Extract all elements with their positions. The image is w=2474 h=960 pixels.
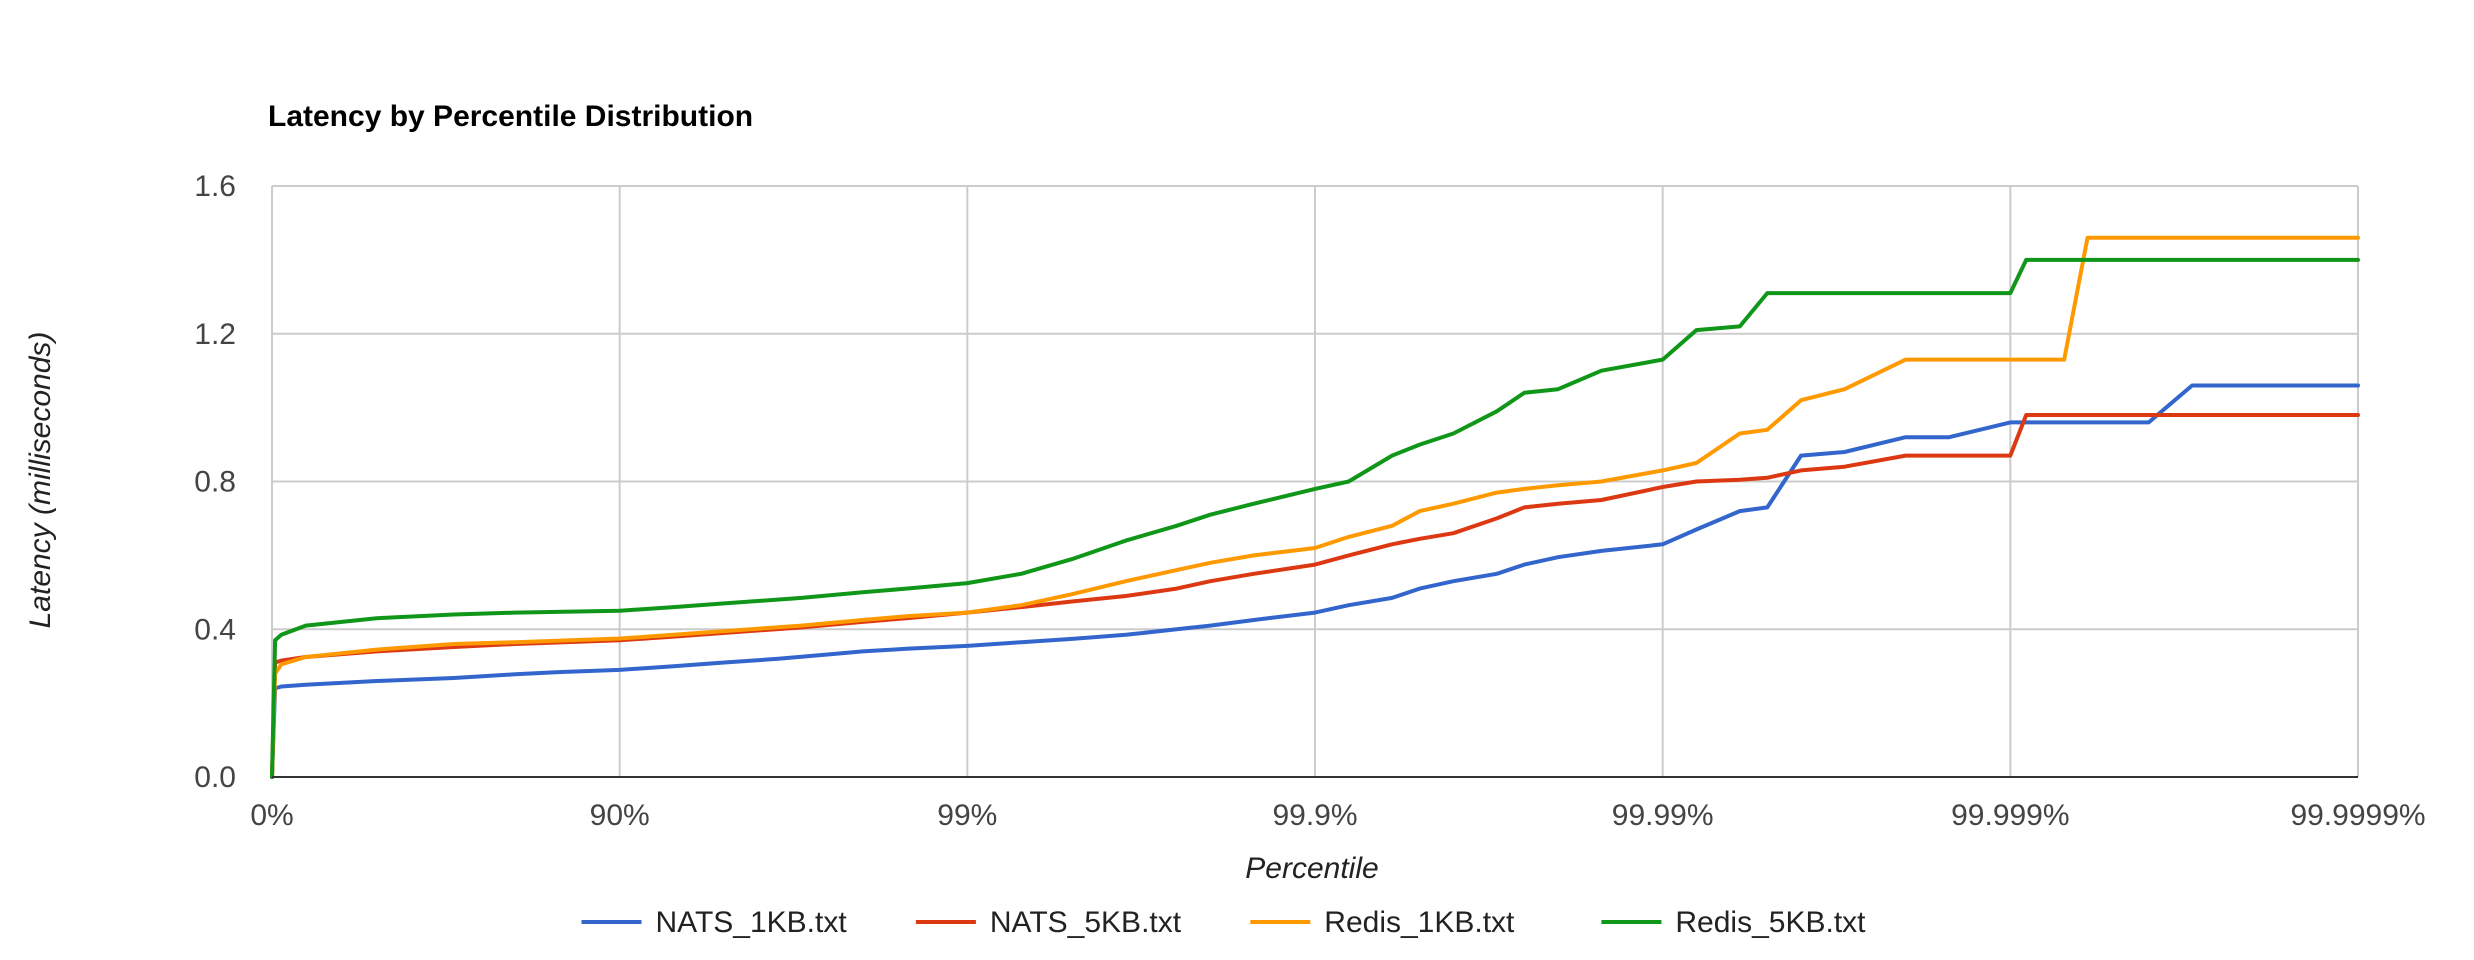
x-tick-label: 0% bbox=[250, 799, 293, 832]
chart-title: Latency by Percentile Distribution bbox=[268, 100, 753, 133]
legend-label: Redis_5KB.txt bbox=[1675, 906, 1866, 939]
y-tick-label: 1.6 bbox=[194, 170, 236, 203]
x-tick-label: 99.999% bbox=[1951, 799, 2069, 832]
series-line-nats-1kb-txt bbox=[270, 383, 2360, 779]
series-line-redis-5kb-txt bbox=[270, 257, 2360, 779]
gridlines bbox=[271, 185, 2359, 777]
legend-item[interactable]: NATS_5KB.txt bbox=[915, 906, 1182, 939]
series-line-redis-1kb-txt bbox=[270, 235, 2360, 779]
y-tick-label: 0.0 bbox=[194, 761, 236, 794]
x-tick-label: 99.9% bbox=[1272, 799, 1357, 832]
series-lines bbox=[270, 235, 2360, 779]
y-tick-label: 0.4 bbox=[194, 613, 236, 646]
y-axis-title: Latency (milliseconds) bbox=[24, 332, 57, 629]
x-tick-label: 90% bbox=[590, 799, 650, 832]
legend-label: Redis_1KB.txt bbox=[1324, 906, 1515, 939]
legend-item[interactable]: Redis_1KB.txt bbox=[1250, 906, 1515, 939]
y-tick-label: 1.2 bbox=[194, 318, 236, 351]
x-tick-label: 99.9999% bbox=[2290, 799, 2425, 832]
legend-item[interactable]: NATS_1KB.txt bbox=[581, 906, 848, 939]
legend-label: NATS_5KB.txt bbox=[990, 906, 1182, 939]
legend-item[interactable]: Redis_5KB.txt bbox=[1601, 906, 1866, 939]
legend[interactable]: NATS_1KB.txt NATS_5KB.txt Redis_1KB.txt Red… bbox=[581, 906, 1867, 939]
axes: 0.0 0.4 0.8 1.2 1.6 0% 90% 99% 99.9% 99.99% 99.999… bbox=[194, 170, 2425, 832]
x-axis-title: Percentile bbox=[1245, 852, 1378, 885]
x-tick-label: 99% bbox=[937, 799, 997, 832]
y-tick-label: 0.8 bbox=[194, 466, 236, 499]
x-tick-label: 99.99% bbox=[1612, 799, 1714, 832]
legend-label: NATS_1KB.txt bbox=[656, 906, 848, 939]
